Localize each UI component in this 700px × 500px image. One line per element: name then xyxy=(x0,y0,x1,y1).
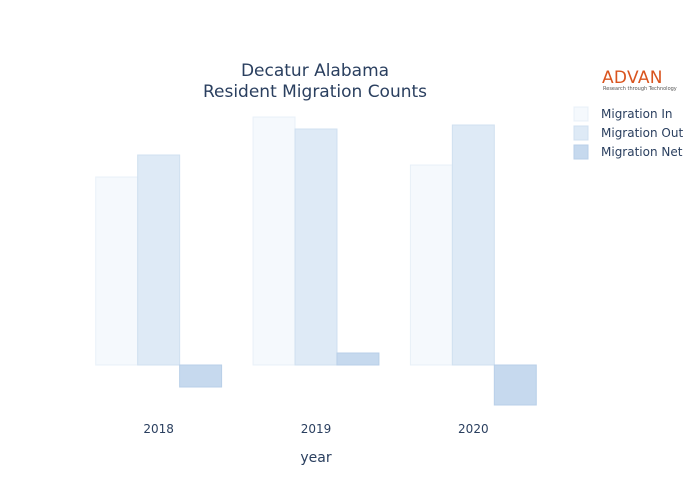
plot-area xyxy=(95,116,537,406)
legend-label: Migration Out xyxy=(601,126,683,140)
advan-logo: ADVAN Research through Technology xyxy=(602,68,677,92)
bar-migration-net-2020[interactable] xyxy=(493,364,537,406)
bar-migration-out-2020[interactable] xyxy=(451,124,495,366)
bar-migration-out-2019[interactable] xyxy=(294,128,338,366)
legend-swatch xyxy=(573,106,589,122)
bar-migration-in-2020[interactable] xyxy=(409,164,453,366)
legend-item-migration-in[interactable]: Migration In xyxy=(573,106,673,122)
bar-migration-out-2018[interactable] xyxy=(137,154,181,366)
chart-title-line-2: Resident Migration Counts xyxy=(203,82,427,102)
advan-logo-text: ADVAN xyxy=(602,68,663,88)
x-tick-label: 2019 xyxy=(301,422,332,436)
legend-item-migration-out[interactable]: Migration Out xyxy=(573,125,683,141)
legend-swatch xyxy=(573,144,589,160)
legend: Migration In Migration Out Migration Net xyxy=(573,106,683,160)
advan-logo-tagline: Research through Technology xyxy=(603,86,677,92)
legend-label: Migration Net xyxy=(601,145,683,159)
x-axis-title: year xyxy=(300,450,331,466)
legend-swatch xyxy=(573,125,589,141)
legend-label: Migration In xyxy=(601,107,673,121)
chart-title: Decatur Alabama Resident Migration Count… xyxy=(203,61,427,102)
chart-title-line-1: Decatur Alabama xyxy=(241,61,389,81)
bar-migration-net-2018[interactable] xyxy=(179,364,223,388)
bar-migration-in-2019[interactable] xyxy=(252,116,296,366)
x-tick-label: 2020 xyxy=(458,422,489,436)
bar-migration-net-2019[interactable] xyxy=(336,352,380,366)
legend-item-migration-net[interactable]: Migration Net xyxy=(573,144,683,160)
x-axis-ticks: 2018 2019 2020 xyxy=(143,422,488,436)
bar-migration-in-2018[interactable] xyxy=(95,176,139,366)
x-tick-label: 2018 xyxy=(143,422,174,436)
